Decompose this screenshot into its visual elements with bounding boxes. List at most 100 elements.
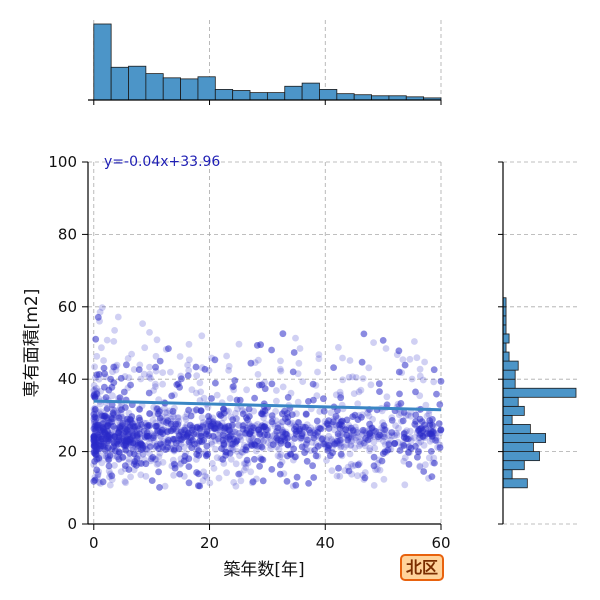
scatter-point <box>268 418 276 426</box>
scatter-point <box>188 386 196 394</box>
scatter-point <box>410 434 418 442</box>
scatter-point <box>135 405 143 413</box>
scatter-point <box>94 313 102 321</box>
scatter-point <box>415 448 422 456</box>
scatter-point <box>182 415 190 423</box>
scatter-point <box>293 473 301 481</box>
scatter-point <box>360 330 368 338</box>
scatter-point <box>305 426 313 434</box>
scatter-point <box>151 411 158 418</box>
scatter-point <box>415 425 423 433</box>
scatter-point <box>379 425 387 433</box>
scatter-point <box>344 463 352 471</box>
scatter-point <box>231 428 239 436</box>
scatter-point <box>413 354 421 362</box>
scatter-point <box>203 473 211 481</box>
scatter-point <box>289 368 297 376</box>
scatter-point <box>105 462 113 470</box>
scatter-point <box>204 450 212 458</box>
scatter-point <box>328 437 336 445</box>
scatter-point <box>165 345 172 352</box>
scatter-point <box>118 438 126 445</box>
scatter-point <box>411 420 419 428</box>
scatter-point <box>361 469 369 476</box>
scatter-point <box>100 357 107 364</box>
scatter-point <box>97 437 105 445</box>
scatter-point <box>334 430 342 438</box>
scatter-point <box>215 474 223 482</box>
scatter-point <box>428 473 436 480</box>
scatter-point <box>152 363 160 371</box>
scatter-point <box>99 452 107 460</box>
scatter-point <box>140 370 148 378</box>
y-tick-label: 80 <box>58 225 77 243</box>
scatter-point <box>114 313 122 321</box>
scatter-point <box>149 417 157 424</box>
scatter-point <box>121 462 129 469</box>
scatter-point <box>145 389 153 397</box>
scatter-point <box>406 427 414 435</box>
scatter-point <box>268 412 276 419</box>
scatter-point <box>235 429 243 437</box>
scatter-point <box>276 461 284 469</box>
scatter-point <box>279 429 287 436</box>
scatter-point <box>405 443 413 451</box>
scatter-point <box>247 438 254 446</box>
scatter-point <box>247 468 255 476</box>
scatter-point <box>122 447 130 454</box>
scatter-point <box>422 425 429 432</box>
scatter-point <box>156 449 164 457</box>
scatter-point <box>117 468 125 476</box>
scatter-point <box>371 444 379 452</box>
scatter-point <box>432 437 439 444</box>
scatter-point <box>369 415 376 423</box>
scatter-point <box>100 364 108 372</box>
scatter-point <box>195 482 202 490</box>
scatter-point <box>111 462 118 469</box>
scatter-point <box>260 437 267 445</box>
scatter-point <box>96 308 104 316</box>
scatter-point <box>176 461 184 468</box>
scatter-point <box>405 460 413 468</box>
scatter-point <box>332 439 340 447</box>
scatter-point <box>193 372 201 379</box>
scatter-point <box>170 460 178 468</box>
scatter-point <box>115 427 123 434</box>
scatter-point <box>402 435 410 443</box>
scatter-point <box>361 442 369 450</box>
scatter-point <box>295 419 302 426</box>
scatter-point <box>280 470 288 477</box>
scatter-point <box>229 383 236 391</box>
scatter-point <box>127 473 134 481</box>
scatter-point <box>342 426 350 434</box>
scatter-point <box>122 479 129 487</box>
right-hist-bar <box>502 360 519 371</box>
scatter-point <box>106 431 113 439</box>
scatter-point <box>341 467 349 475</box>
scatter-point <box>156 357 164 365</box>
scatter-point <box>235 340 243 348</box>
scatter-point <box>391 439 399 447</box>
scatter-point <box>370 438 378 446</box>
scatter-point <box>183 410 191 418</box>
scatter-point <box>167 420 175 428</box>
scatter-point <box>205 412 212 420</box>
scatter-point <box>420 441 428 449</box>
scatter-point <box>429 432 436 439</box>
scatter-point <box>348 437 355 445</box>
scatter-point <box>349 462 357 470</box>
scatter-point <box>242 460 250 468</box>
scatter-point <box>128 350 136 358</box>
scatter-point <box>343 441 350 449</box>
scatter-point <box>193 406 200 414</box>
scatter-point <box>146 363 153 371</box>
scatter-point <box>397 409 405 417</box>
scatter-point <box>156 414 164 422</box>
scatter-point <box>111 433 119 441</box>
scatter-point <box>136 406 144 413</box>
scatter-point <box>398 443 405 451</box>
scatter-point <box>159 369 167 376</box>
scatter-point <box>303 421 311 429</box>
top-hist-bar <box>110 66 129 101</box>
scatter-point <box>347 441 355 449</box>
